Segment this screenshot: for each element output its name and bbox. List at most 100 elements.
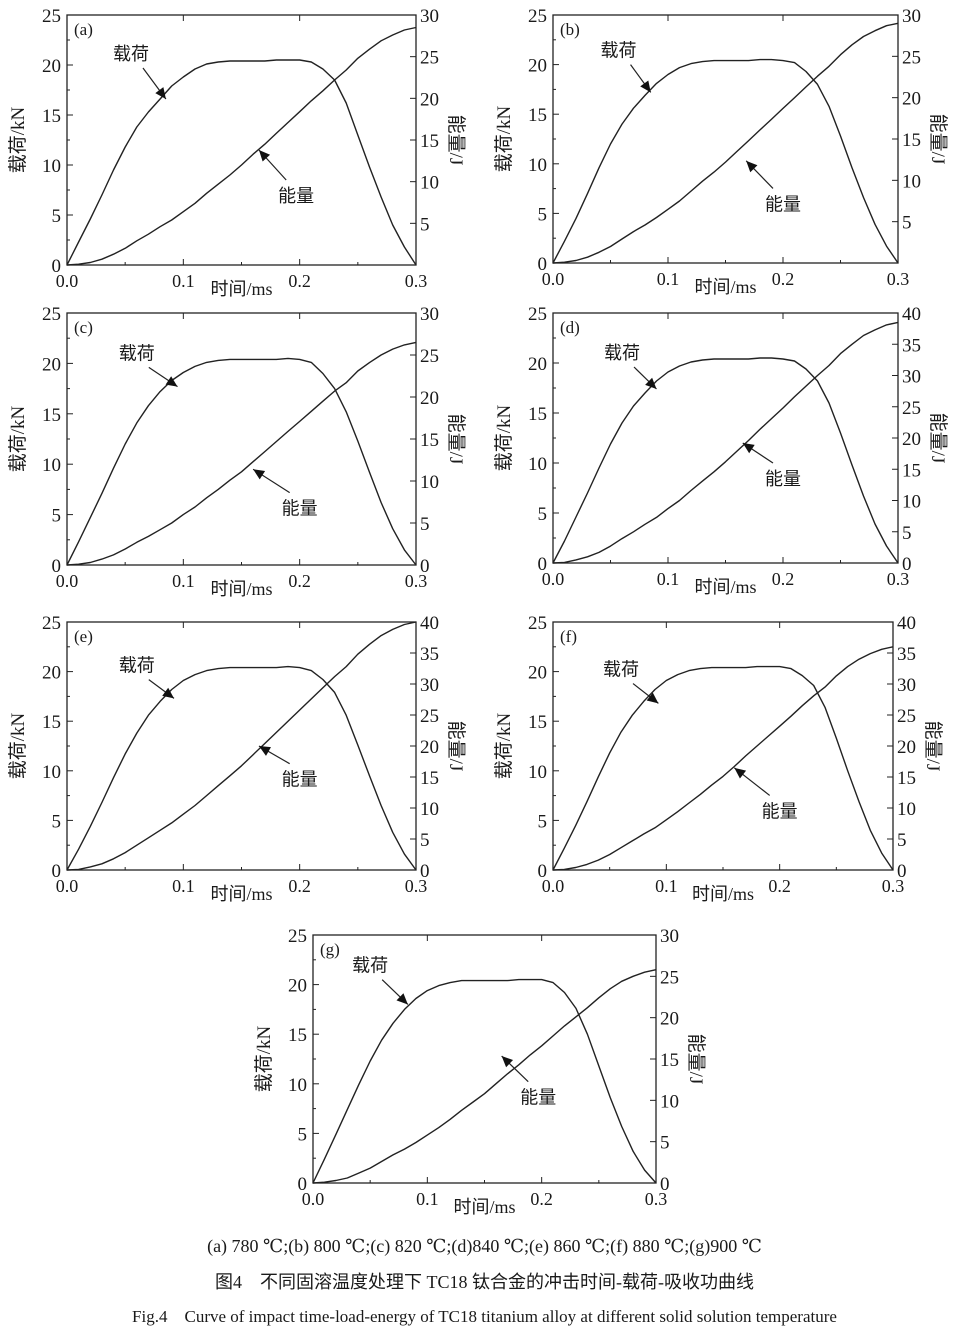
y2-tick-label: 0 bbox=[660, 1174, 670, 1195]
x-tick-label: 0.1 bbox=[655, 876, 678, 896]
y2-tick-label: 30 bbox=[902, 6, 921, 27]
energy-curve bbox=[66, 26, 417, 266]
energy-curve bbox=[66, 341, 417, 566]
y-tick-label: 10 bbox=[528, 155, 547, 176]
y2-tick-label: 15 bbox=[902, 130, 921, 151]
y-tick-label: 0 bbox=[52, 556, 62, 577]
y2-tick-label: 15 bbox=[660, 1050, 679, 1071]
y2-tick-label: 5 bbox=[420, 830, 430, 851]
y2-axis-label: 能量/J bbox=[922, 721, 944, 772]
x-tick-label: 0.2 bbox=[772, 569, 795, 589]
x-tick-label: 0.0 bbox=[542, 876, 565, 896]
panel-label: (b) bbox=[560, 20, 580, 39]
annotation-energy-arrow-head bbox=[746, 160, 758, 173]
y2-tick-label: 15 bbox=[420, 768, 439, 789]
y2-tick-label: 30 bbox=[420, 6, 439, 27]
x-axis-label: 时间/ms bbox=[694, 577, 756, 597]
x-tick-label: 0.0 bbox=[542, 269, 565, 289]
y-axis-label: 载荷/kN bbox=[493, 105, 515, 172]
annotation-energy-arrow-head bbox=[742, 443, 755, 454]
y2-tick-label: 25 bbox=[660, 967, 679, 988]
y-tick-label: 0 bbox=[538, 254, 548, 275]
y2-tick-label: 30 bbox=[420, 675, 439, 696]
y-tick-label: 0 bbox=[298, 1174, 308, 1195]
subcaption: (a) 780 ℃;(b) 800 ℃;(c) 820 ℃;(d)840 ℃;(… bbox=[207, 1236, 762, 1256]
y2-tick-label: 5 bbox=[420, 214, 430, 235]
y-tick-label: 20 bbox=[528, 354, 547, 375]
y-tick-label: 20 bbox=[528, 663, 547, 684]
y-tick-label: 25 bbox=[42, 304, 61, 325]
x-tick-label: 0.0 bbox=[542, 569, 565, 589]
x-tick-label: 0.2 bbox=[772, 269, 795, 289]
y2-tick-label: 20 bbox=[902, 89, 921, 110]
x-axis-label: 时间/ms bbox=[453, 1197, 515, 1217]
x-tick-label: 0.3 bbox=[882, 876, 905, 896]
y-tick-label: 15 bbox=[288, 1025, 307, 1046]
annotation-energy: 能量 bbox=[282, 770, 318, 790]
y-tick-label: 5 bbox=[538, 504, 548, 525]
y-tick-label: 10 bbox=[288, 1075, 307, 1096]
chart-panel-g: 0.0 0.1 0.2 0.30510152025051015202530时间/ms载… bbox=[253, 926, 707, 1217]
y-axis-label: 载荷/kN bbox=[7, 106, 29, 173]
y-axis-label: 载荷/kN bbox=[253, 1025, 275, 1092]
annotation-energy: 能量 bbox=[762, 801, 798, 821]
y2-tick-label: 25 bbox=[420, 346, 439, 367]
y-tick-label: 5 bbox=[538, 204, 548, 225]
panel-label: (d) bbox=[560, 318, 580, 337]
annotation-load: 载荷 bbox=[604, 343, 640, 363]
y-tick-label: 15 bbox=[42, 712, 61, 733]
y2-tick-label: 25 bbox=[897, 706, 916, 727]
y2-tick-label: 25 bbox=[420, 48, 439, 69]
chart-panel-d: 0.0 0.1 0.2 0.305101520250510152025303540时间… bbox=[493, 304, 949, 597]
x-axis-label: 时间/ms bbox=[210, 279, 272, 299]
annotation-load: 载荷 bbox=[603, 660, 639, 680]
y2-tick-label: 30 bbox=[660, 926, 679, 947]
y2-axis-label: 能量/J bbox=[445, 721, 467, 772]
annotation-load-arrow-head bbox=[645, 377, 657, 389]
y2-tick-label: 0 bbox=[897, 861, 907, 882]
y2-axis-label: 能量/J bbox=[445, 414, 467, 465]
annotation-load-arrow-head bbox=[162, 687, 175, 699]
energy-curve bbox=[552, 321, 899, 564]
y2-tick-label: 0 bbox=[420, 556, 430, 577]
annotation-energy-arrow-head bbox=[253, 469, 266, 480]
y2-tick-label: 10 bbox=[902, 492, 921, 513]
y2-tick-label: 20 bbox=[897, 737, 916, 758]
annotation-load: 载荷 bbox=[601, 41, 637, 61]
x-axis-label: 时间/ms bbox=[694, 277, 756, 297]
figure-panels: 0.0 0.1 0.2 0.3051015202551015202530时间/ms载荷… bbox=[7, 6, 949, 1217]
y2-tick-label: 20 bbox=[420, 737, 439, 758]
x-tick-label: 0.2 bbox=[288, 571, 311, 591]
y-tick-label: 15 bbox=[42, 106, 61, 127]
y2-tick-label: 10 bbox=[660, 1091, 679, 1112]
y-tick-label: 20 bbox=[288, 976, 307, 997]
load-curve bbox=[552, 58, 899, 264]
y-tick-label: 25 bbox=[42, 6, 61, 27]
y2-tick-label: 10 bbox=[897, 799, 916, 820]
y2-tick-label: 25 bbox=[420, 706, 439, 727]
x-tick-label: 0.0 bbox=[56, 271, 79, 291]
x-tick-label: 0.3 bbox=[405, 876, 428, 896]
y2-tick-label: 30 bbox=[902, 367, 921, 388]
y2-tick-label: 15 bbox=[420, 430, 439, 451]
y2-tick-label: 10 bbox=[420, 799, 439, 820]
y2-tick-label: 5 bbox=[660, 1133, 670, 1154]
y2-tick-label: 20 bbox=[902, 429, 921, 450]
y-tick-label: 5 bbox=[298, 1124, 308, 1145]
panel-label: (c) bbox=[74, 318, 93, 337]
annotation-energy: 能量 bbox=[765, 194, 801, 214]
annotation-load: 载荷 bbox=[119, 656, 155, 676]
annotation-load-arrow-head bbox=[396, 993, 408, 1005]
y2-tick-label: 20 bbox=[660, 1009, 679, 1030]
y2-tick-label: 35 bbox=[420, 644, 439, 665]
x-tick-label: 0.3 bbox=[405, 271, 428, 291]
load-curve bbox=[66, 357, 417, 566]
x-tick-label: 0.0 bbox=[56, 571, 79, 591]
y-tick-label: 5 bbox=[52, 506, 62, 527]
energy-curve bbox=[312, 969, 657, 1184]
load-curve bbox=[312, 978, 657, 1184]
y2-axis-label: 能量/J bbox=[927, 413, 949, 464]
y-tick-label: 0 bbox=[52, 256, 62, 277]
annotation-load: 载荷 bbox=[352, 956, 388, 976]
y2-tick-label: 10 bbox=[420, 472, 439, 493]
